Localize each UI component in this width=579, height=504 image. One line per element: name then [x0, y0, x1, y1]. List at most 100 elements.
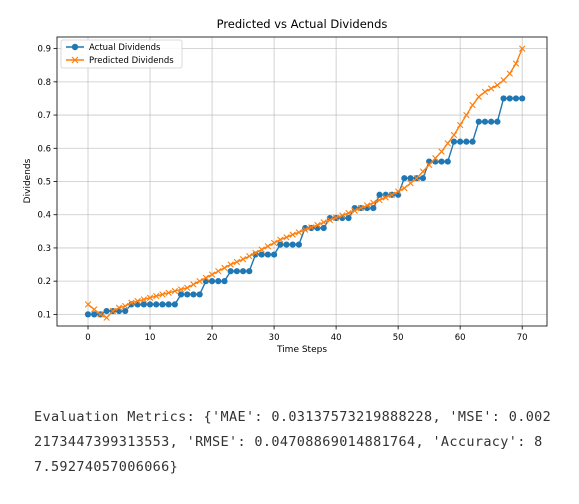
data-point-actual [512, 95, 520, 102]
y-tick-label: 0.3 [37, 244, 51, 254]
data-point-actual [500, 95, 507, 102]
data-point-predicted [283, 234, 290, 241]
data-point-predicted [84, 301, 92, 308]
data-point-predicted [413, 174, 420, 182]
data-point-predicted [91, 306, 98, 313]
data-point-actual [295, 241, 302, 248]
data-point-actual [258, 251, 265, 258]
y-axis-label: Dividends [23, 158, 33, 203]
data-point-predicted [432, 155, 439, 162]
x-tick-label: 0 [85, 333, 90, 343]
data-point-actual [270, 251, 278, 258]
data-point-predicted [289, 231, 296, 238]
data-point-actual [103, 307, 110, 315]
legend-marker-predicted [71, 56, 79, 64]
data-point-predicted [444, 140, 451, 147]
data-point-actual [215, 278, 222, 285]
chart-legend: Actual Dividends Predicted Dividends [60, 39, 183, 69]
data-point-predicted [159, 291, 166, 298]
y-tick-label: 0.6 [37, 144, 51, 154]
data-point-actual [488, 118, 495, 125]
data-point-predicted [345, 209, 352, 217]
data-point-predicted [270, 239, 278, 247]
y-tick-label: 0.8 [37, 78, 51, 88]
data-point-predicted [401, 184, 408, 192]
data-point-predicted [475, 93, 482, 100]
x-tick-label: 30 [269, 333, 280, 343]
data-point-actual [159, 301, 166, 308]
data-point-actual [494, 118, 501, 125]
data-point-actual [469, 138, 476, 145]
data-point-predicted [233, 258, 241, 266]
data-point-actual [208, 278, 216, 285]
data-point-actual [165, 301, 172, 308]
data-point-predicted [208, 271, 216, 278]
data-point-predicted [500, 76, 507, 84]
data-point-predicted [382, 194, 389, 201]
x-tick-label: 70 [517, 333, 528, 343]
data-point-actual [283, 241, 290, 248]
data-point-actual [444, 158, 451, 165]
data-point-predicted [109, 307, 117, 315]
data-point-predicted [407, 179, 414, 187]
data-point-predicted [128, 299, 135, 306]
data-point-predicted [519, 45, 526, 52]
data-point-actual [450, 138, 458, 145]
evaluation-metrics-output: Evaluation Metrics: {'MAE': 0.0313757321… [34, 409, 552, 475]
x-tick-label: 10 [145, 333, 156, 343]
data-point-predicted [177, 286, 185, 293]
y-tick-label: 0.7 [37, 111, 51, 121]
data-point-predicted [314, 221, 321, 229]
series-layer [84, 45, 526, 321]
data-point-actual [227, 268, 234, 275]
data-point-actual [153, 301, 160, 308]
data-point-predicted [153, 292, 160, 300]
data-point-predicted [239, 256, 247, 263]
data-point-actual [438, 158, 445, 165]
data-point-actual [171, 301, 178, 308]
data-point-predicted [506, 70, 513, 77]
data-point-actual [475, 118, 482, 125]
data-point-actual [146, 301, 154, 308]
data-point-predicted [487, 85, 495, 92]
legend-label-actual: Actual Dividends [89, 43, 161, 53]
data-point-predicted [326, 216, 334, 224]
series-line-predicted [87, 48, 523, 319]
grid-lines [57, 37, 547, 326]
data-point-predicted [227, 261, 234, 268]
data-point-predicted [450, 131, 458, 139]
data-point-predicted [215, 268, 222, 275]
y-tick-label: 0.9 [37, 45, 51, 55]
data-point-actual [506, 95, 513, 102]
data-point-predicted [134, 297, 141, 305]
data-point-predicted [469, 101, 476, 109]
data-point-predicted [376, 196, 383, 204]
x-axis-ticks: 0 10 20 30 40 50 60 70 [85, 326, 528, 343]
data-point-predicted [258, 246, 265, 253]
data-point-predicted [388, 191, 396, 198]
data-point-actual [320, 224, 327, 232]
data-point-predicted [221, 264, 228, 272]
data-point-predicted [494, 81, 501, 89]
data-point-actual [407, 175, 414, 182]
data-point-predicted [97, 311, 104, 318]
data-point-actual [233, 268, 240, 275]
data-point-predicted [308, 224, 315, 231]
data-point-predicted [202, 274, 210, 282]
data-point-predicted [512, 60, 520, 67]
x-tick-label: 20 [207, 333, 218, 343]
data-point-actual [289, 241, 296, 248]
data-point-predicted [184, 284, 191, 291]
data-point-predicted [295, 229, 303, 236]
data-point-predicted [246, 253, 253, 260]
data-point-predicted [165, 289, 172, 296]
data-point-actual [277, 241, 284, 248]
y-tick-label: 0.1 [37, 310, 51, 320]
data-point-actual [84, 311, 92, 318]
data-point-predicted [277, 236, 284, 243]
data-point-actual [370, 204, 377, 212]
data-point-predicted [463, 111, 470, 119]
data-point-predicted [320, 219, 327, 226]
data-point-predicted [370, 199, 377, 206]
data-point-actual [190, 291, 197, 298]
